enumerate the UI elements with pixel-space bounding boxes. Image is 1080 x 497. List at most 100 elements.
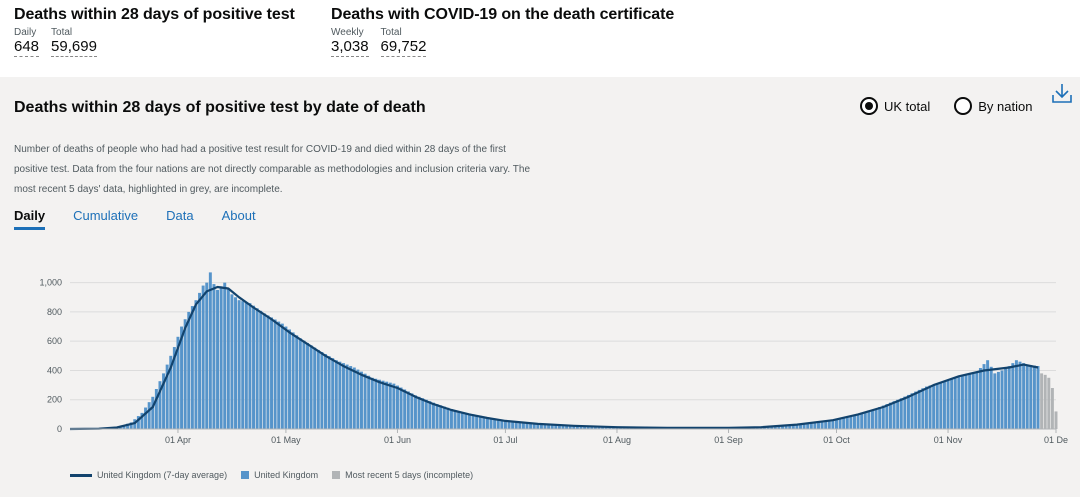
bar-united-kingdom	[806, 422, 810, 429]
bar-united-kingdom	[838, 418, 842, 429]
bar-united-kingdom	[982, 364, 986, 429]
chart-tabs: Daily Cumulative Data About	[14, 208, 256, 230]
x-tick-label: 01 De	[1044, 435, 1068, 445]
bar-united-kingdom	[950, 379, 954, 429]
bar-united-kingdom	[453, 410, 457, 429]
bar-united-kingdom	[475, 415, 479, 429]
bar-united-kingdom	[388, 382, 392, 429]
bar-united-kingdom	[126, 423, 130, 429]
bar-united-kingdom	[403, 389, 407, 429]
bar-united-kingdom	[795, 424, 799, 429]
bar-united-kingdom	[853, 414, 856, 429]
legend-item-incomplete[interactable]: Most recent 5 days (incomplete)	[332, 470, 473, 480]
bar-united-kingdom	[575, 425, 579, 429]
bar-united-kingdom	[579, 425, 583, 429]
tab-cumulative[interactable]: Cumulative	[73, 208, 139, 223]
metric-caption: Total	[380, 27, 402, 38]
headline-title: Deaths with COVID-19 on the death certif…	[331, 6, 675, 23]
bar-united-kingdom	[932, 384, 936, 429]
bar-united-kingdom	[986, 360, 990, 429]
bar-united-kingdom	[1022, 363, 1026, 429]
metric-total: Total 69,752	[380, 27, 427, 57]
bar-united-kingdom	[799, 423, 802, 429]
bar-united-kingdom	[550, 424, 554, 429]
bar-united-kingdom	[234, 297, 238, 429]
bar-united-kingdom	[507, 420, 511, 429]
bar-united-kingdom	[273, 319, 277, 429]
bar-united-kingdom	[464, 412, 468, 429]
bar-united-kingdom	[903, 396, 907, 429]
bar-united-kingdom	[518, 422, 522, 429]
radio-by-nation[interactable]: By nation	[954, 97, 1032, 115]
radio-uk-total[interactable]: UK total	[860, 97, 930, 115]
bar-united-kingdom	[496, 419, 500, 429]
radio-unselected-icon[interactable]	[954, 97, 973, 115]
bar-united-kingdom	[460, 412, 464, 429]
bar-united-kingdom	[162, 373, 166, 429]
tab-daily[interactable]: Daily	[14, 208, 46, 230]
metric-value[interactable]: 3,038	[331, 38, 369, 57]
bar-united-kingdom	[996, 371, 1000, 429]
bar-united-kingdom	[194, 300, 198, 429]
bar-united-kingdom	[151, 396, 155, 429]
chart-description: Number of deaths of people who had had a…	[14, 144, 531, 195]
bar-united-kingdom	[788, 425, 792, 429]
bar-united-kingdom	[352, 367, 356, 429]
bar-united-kingdom	[1004, 368, 1008, 429]
area-radio-group: UK total By nation	[860, 97, 1032, 115]
bar-united-kingdom	[381, 380, 385, 429]
bar-united-kingdom	[503, 420, 507, 429]
radio-selected-icon[interactable]	[860, 97, 878, 115]
bar-united-kingdom	[809, 422, 813, 429]
y-tick-label: 200	[47, 395, 62, 405]
bar-united-kingdom	[784, 425, 788, 429]
legend-item-average[interactable]: United Kingdom (7-day average)	[70, 470, 227, 480]
bar-united-kingdom	[367, 375, 371, 429]
x-tick-label: 01 Jul	[493, 435, 517, 445]
bar-united-kingdom	[270, 317, 273, 429]
bar-united-kingdom	[237, 300, 241, 429]
bar-united-kingdom	[345, 364, 349, 429]
bar-united-kingdom	[874, 408, 878, 429]
metric-value[interactable]: 648	[14, 38, 40, 57]
bar-united-kingdom	[349, 366, 353, 429]
bar-united-kingdom	[867, 410, 871, 429]
bar-united-kingdom	[457, 411, 461, 429]
bar-united-kingdom	[957, 377, 961, 429]
bar-united-kingdom	[565, 424, 569, 429]
bar-united-kingdom	[813, 422, 817, 429]
metric-value[interactable]: 69,752	[380, 38, 427, 57]
bar-united-kingdom	[770, 427, 774, 429]
bar-united-kingdom	[266, 315, 270, 429]
bar-united-kingdom	[140, 412, 144, 429]
card-title: Deaths within 28 days of positive test b…	[14, 99, 426, 116]
bar-united-kingdom	[122, 425, 126, 429]
tab-data[interactable]: Data	[166, 208, 194, 223]
bar-united-kingdom	[248, 303, 252, 429]
bar-united-kingdom	[298, 338, 302, 429]
bar-united-kingdom	[331, 358, 335, 429]
headline-death-certificate: Deaths with COVID-19 on the death certif…	[331, 6, 674, 57]
legend-label: Most recent 5 days (incomplete)	[345, 470, 474, 480]
bar-united-kingdom	[1032, 365, 1036, 429]
download-icon[interactable]	[1050, 81, 1074, 105]
headline-deaths-28-days: Deaths within 28 days of positive test D…	[14, 6, 295, 57]
bar-united-kingdom	[446, 407, 450, 429]
bar-united-kingdom	[820, 421, 824, 429]
tab-about[interactable]: About	[221, 208, 256, 223]
bar-united-kingdom	[205, 282, 209, 429]
metric-value[interactable]: 59,699	[51, 38, 97, 57]
x-tick-label: 01 Nov	[934, 435, 963, 445]
legend-label: United Kingdom	[254, 470, 319, 480]
bar-united-kingdom	[489, 418, 493, 429]
bar-united-kingdom	[781, 426, 784, 429]
bar-united-kingdom	[216, 289, 220, 429]
bar-united-kingdom	[449, 408, 453, 429]
legend-item-uk[interactable]: United Kingdom	[241, 470, 318, 480]
bar-united-kingdom	[439, 405, 443, 429]
bar-united-kingdom	[176, 336, 180, 429]
bar-united-kingdom	[543, 423, 547, 429]
bar-united-kingdom	[1018, 361, 1022, 429]
bar-united-kingdom	[223, 282, 227, 429]
bar-united-kingdom	[413, 395, 417, 429]
